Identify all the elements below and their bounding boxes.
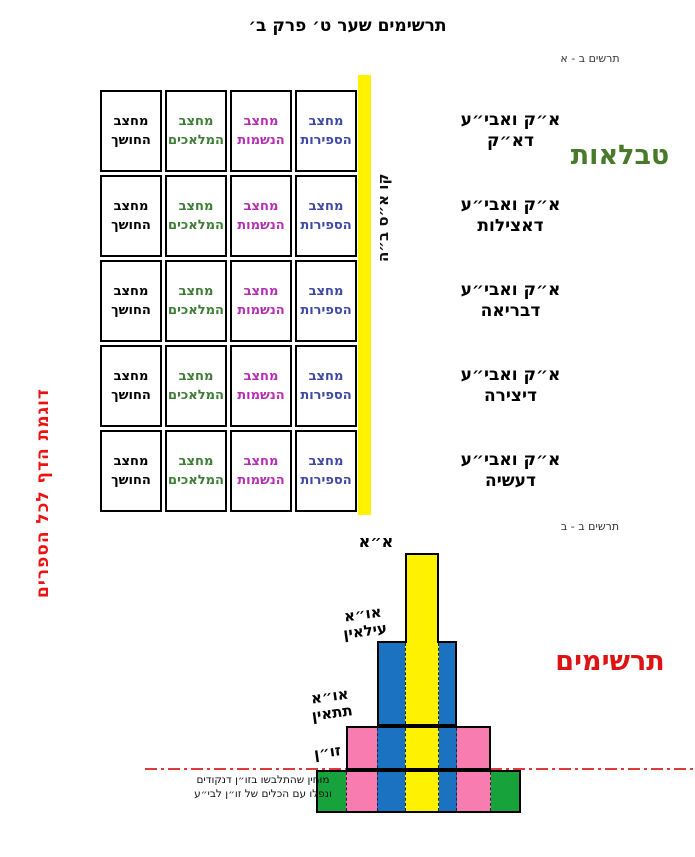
yellow-stripe bbox=[405, 643, 439, 724]
table-cell: מחצב המלאכים bbox=[165, 430, 227, 512]
table-cell: מחצב הספירות bbox=[295, 430, 357, 512]
table-cell: מחצב הספירות bbox=[295, 260, 357, 342]
yellow-stripe bbox=[405, 728, 439, 768]
table-cell: מחצב המלאכים bbox=[165, 345, 227, 427]
diagram-a-tag: תרשים ב - א bbox=[560, 52, 620, 65]
ava-ilain-label: או״א עילאין bbox=[342, 602, 389, 643]
table-cell: מחצב הספירות bbox=[295, 345, 357, 427]
row-label-ak: א״ק ואבי״ע דא״ק bbox=[460, 110, 561, 151]
table-cell: מחצב המלאכים bbox=[165, 175, 227, 257]
table-cell: מחצב החושך bbox=[100, 175, 162, 257]
fallen-mochin-band bbox=[316, 770, 521, 813]
kav-ein-sof-label: קו א״ס ב״ה bbox=[374, 173, 392, 262]
left-margin-note: דוגמת הדף לכל הספרים bbox=[33, 388, 53, 598]
arich-anpin-column bbox=[405, 553, 439, 643]
page-title: תרשימים שער ט׳ פרק ב׳ bbox=[248, 16, 447, 36]
row-label-beriah: א״ק ואבי״ע דבריאה bbox=[460, 280, 561, 321]
table-cell: מחצב הנשמות bbox=[230, 175, 292, 257]
world-row-labels: א״ק ואבי״ע דא״ק א״ק ואבי״ע דאצילות א״ק ואב… bbox=[428, 90, 593, 512]
row-label-asiyah: א״ק ואבי״ע דעשיה bbox=[460, 450, 561, 491]
tables-heading: טבלאות bbox=[570, 140, 670, 171]
table-cell: מחצב המלאכים bbox=[165, 90, 227, 172]
table-cell: מחצב הנשמות bbox=[230, 430, 292, 512]
yellow-stripe bbox=[405, 772, 439, 811]
table-cell: מחצב המלאכים bbox=[165, 260, 227, 342]
fallen-mochin-caption: מוחין שהתלבשו בזו״ן דנקודים ונפלו עם הכל… bbox=[194, 774, 332, 800]
table-cell: מחצב החושך bbox=[100, 430, 162, 512]
table-cell: מחצב הנשמות bbox=[230, 90, 292, 172]
table-cell: מחצב החושך bbox=[100, 90, 162, 172]
row-label-atzilut: א״ק ואבי״ע דאצילות bbox=[460, 195, 561, 236]
row-label-yetzirah: א״ק ואבי״ע דיצירה bbox=[460, 365, 561, 406]
table-cell: מחצב הנשמות bbox=[230, 260, 292, 342]
ava-tatain-label: או״א תתאין bbox=[309, 684, 354, 725]
diagram-b-tag: תרשים ב - ב bbox=[560, 520, 620, 533]
diagrams-heading: תרשימים bbox=[555, 646, 665, 677]
table-cell: מחצב החושך bbox=[100, 345, 162, 427]
table-cell: מחצב הנשמות bbox=[230, 345, 292, 427]
table-cell: מחצב הספירות bbox=[295, 90, 357, 172]
ava-ilain-box bbox=[377, 641, 457, 726]
quarries-table: מחצב הספירות מחצב הנשמות מחצב המלאכים מחצב ה… bbox=[100, 90, 357, 512]
table-cell: מחצב החושך bbox=[100, 260, 162, 342]
arich-anpin-label: א״א bbox=[358, 532, 394, 551]
kav-yellow-bar bbox=[358, 75, 371, 515]
ava-tatain-box bbox=[346, 726, 491, 770]
table-cell: מחצב הספירות bbox=[295, 175, 357, 257]
